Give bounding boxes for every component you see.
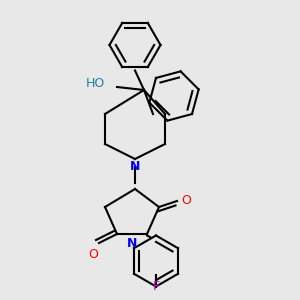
- Text: N: N: [127, 237, 137, 250]
- Text: N: N: [130, 160, 140, 173]
- Text: F: F: [152, 280, 160, 292]
- Text: O: O: [88, 248, 98, 260]
- Text: O: O: [182, 194, 191, 208]
- Text: HO: HO: [86, 77, 105, 90]
